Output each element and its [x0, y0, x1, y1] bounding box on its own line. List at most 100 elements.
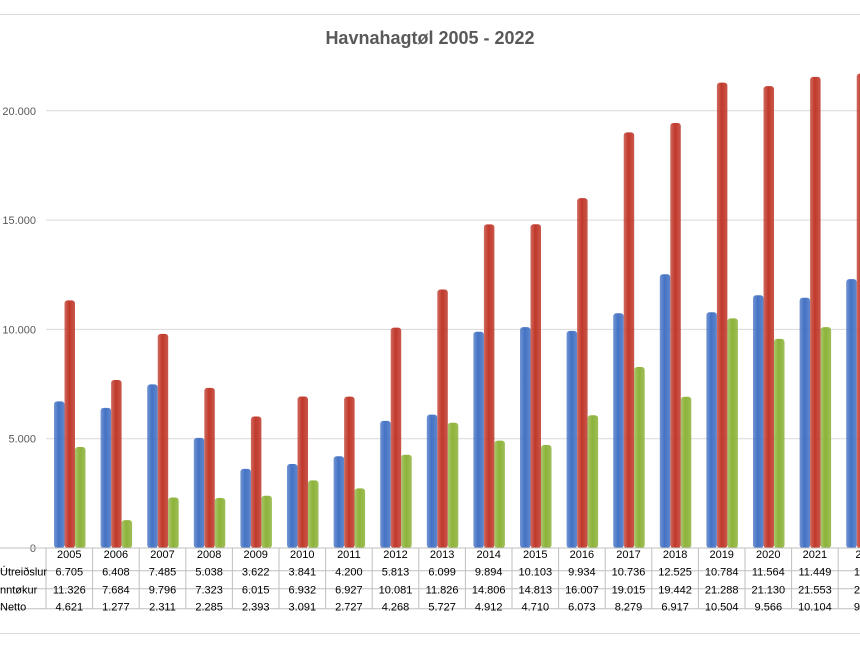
data-table: 2005 2006 2007 2008 2009 2010 2011 2012 2013 2014… — [0, 547, 860, 614]
data-label: 5.727 — [428, 602, 456, 614]
bar-netto-2010 — [308, 480, 319, 548]
chart-title: Havnahagtøl 2005 - 2022 — [325, 28, 535, 48]
data-label: 6.408 — [102, 567, 130, 579]
bar-útreiðslur-2013 — [426, 414, 438, 548]
bar-inntøkur-2016 — [577, 198, 588, 548]
data-label: 11.326 — [53, 585, 86, 597]
data-label: 21.553 — [798, 585, 832, 597]
data-label: 16.007 — [565, 585, 599, 597]
data-label: 4.710 — [522, 602, 550, 614]
bar-útreiðslur-2012 — [380, 420, 391, 548]
bars — [54, 73, 860, 549]
bar-netto-2005 — [75, 446, 86, 548]
bar-útreiðslur-2011 — [333, 456, 345, 548]
bar-netto-2017 — [634, 367, 645, 548]
data-label: 10.784 — [705, 567, 739, 579]
x-tick-label: 2020 — [756, 549, 780, 561]
x-tick-label: 2009 — [243, 549, 267, 561]
bar-útreiðslur-2007 — [147, 384, 158, 548]
x-tick-label: 2021 — [803, 549, 827, 561]
data-label: 7.485 — [149, 567, 177, 579]
bar-netto-2020 — [774, 338, 785, 548]
x-tick-label: 2016 — [570, 549, 594, 561]
bar-útreiðslur-2006 — [100, 407, 112, 548]
data-label: 6.015 — [242, 585, 270, 597]
bar-inntøkur-2021 — [810, 76, 821, 549]
bar-inntøkur-2014 — [483, 224, 495, 549]
bar-inntøkur-2005 — [64, 300, 75, 548]
data-label: 3.622 — [242, 567, 270, 579]
data-label: 2.285 — [195, 602, 223, 614]
bar-inntøkur-2020 — [763, 86, 774, 548]
bar-netto-2019 — [727, 318, 738, 548]
data-label: 8.279 — [615, 602, 643, 614]
data-label: 11.449 — [798, 567, 831, 579]
bar-netto-2011 — [354, 488, 366, 548]
bar-netto-2018 — [680, 396, 692, 548]
y-tick-label: 15.000 — [2, 215, 36, 227]
bar-inntøkur-2022 — [856, 73, 860, 548]
bar-útreiðslur-2020 — [753, 295, 764, 548]
data-label: 2.727 — [335, 602, 363, 614]
bar-inntøkur-2019 — [716, 82, 728, 548]
bar-netto-2014 — [494, 440, 505, 548]
data-label: 9.796 — [149, 585, 177, 597]
data-label: 4.621 — [56, 602, 84, 614]
bar-netto-2008 — [214, 498, 226, 548]
data-label: 3.091 — [289, 602, 317, 614]
y-tick-label: 0 — [30, 543, 36, 555]
data-label: 2.311 — [149, 602, 176, 614]
data-label: 9.566 — [755, 602, 783, 614]
bar-inntøkur-2012 — [390, 327, 402, 548]
bar-inntøkur-2011 — [344, 396, 355, 548]
data-label: 19.442 — [658, 585, 692, 597]
bar-útreiðslur-2017 — [613, 313, 624, 548]
data-label: 19.015 — [612, 585, 646, 597]
x-tick-label: 2013 — [430, 549, 454, 561]
data-label: 21.130 — [751, 585, 785, 597]
bar-inntøkur-2008 — [204, 387, 215, 548]
x-tick-label: 2006 — [104, 549, 128, 561]
bar-inntøkur-2015 — [530, 224, 541, 549]
data-label: 6.927 — [335, 585, 363, 597]
bar-netto-2009 — [261, 495, 272, 548]
bar-inntøkur-2009 — [250, 416, 262, 548]
data-label: 12. — [854, 567, 860, 579]
data-label: 11.826 — [426, 585, 459, 597]
bar-útreiðslur-2010 — [287, 464, 298, 548]
bar-útreiðslur-2018 — [659, 274, 671, 548]
bar-inntøkur-2006 — [111, 380, 122, 548]
bar-útreiðslur-2015 — [520, 327, 531, 548]
bar-útreiðslur-2021 — [799, 297, 811, 548]
bar-útreiðslur-2019 — [706, 312, 717, 548]
bar-inntøkur-2018 — [670, 122, 681, 549]
y-tick-label: 10.000 — [2, 324, 36, 336]
data-label: 7.684 — [102, 585, 130, 597]
y-tick-label: 5.000 — [8, 434, 36, 446]
bar-netto-2021 — [820, 327, 832, 548]
data-label: 14.813 — [518, 585, 552, 597]
data-label: 10.104 — [798, 602, 832, 614]
x-tick-label: 2018 — [663, 549, 687, 561]
bar-netto-2013 — [447, 422, 459, 548]
bar-inntøkur-2013 — [437, 289, 448, 548]
data-label: 9.3 — [854, 602, 860, 614]
data-label: 6.099 — [428, 567, 456, 579]
bar-netto-2012 — [401, 454, 412, 548]
data-label: 12.525 — [658, 567, 692, 579]
data-label: 6.932 — [289, 585, 317, 597]
data-label: 3.841 — [289, 567, 317, 579]
data-label: 14.806 — [472, 585, 506, 597]
data-label: 10.103 — [518, 567, 552, 579]
x-tick-label: 2005 — [57, 549, 81, 561]
data-label: 1.277 — [102, 602, 130, 614]
data-label: 6.705 — [56, 567, 84, 579]
data-label: 5.038 — [195, 567, 223, 579]
x-tick-label: 2008 — [197, 549, 221, 561]
bar-netto-2006 — [121, 520, 133, 548]
data-label: 6.073 — [568, 602, 596, 614]
data-label: 21. — [854, 585, 860, 597]
data-label: 9.934 — [568, 567, 596, 579]
data-label: 4.200 — [335, 567, 363, 579]
